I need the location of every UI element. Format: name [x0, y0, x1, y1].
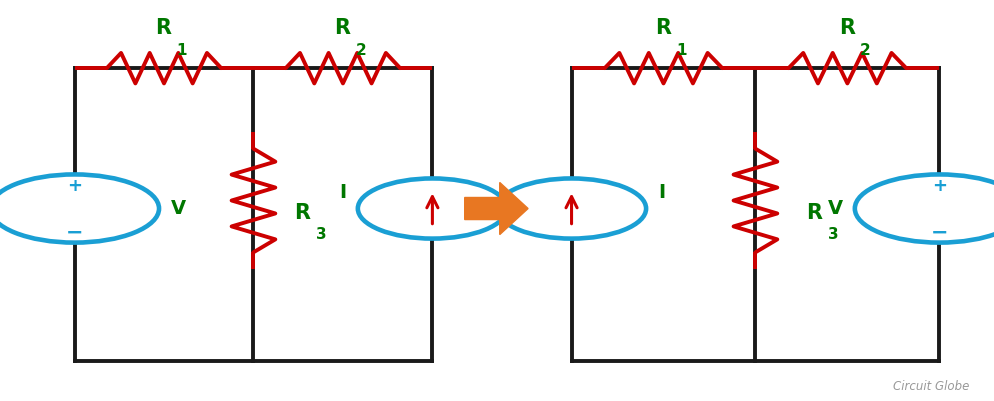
- Text: 2: 2: [356, 43, 366, 58]
- Text: −: −: [930, 223, 948, 242]
- Text: $\mathbf{R}$: $\mathbf{R}$: [155, 18, 173, 38]
- Text: 3: 3: [828, 227, 838, 242]
- Circle shape: [497, 178, 646, 239]
- Text: +: +: [67, 177, 83, 195]
- Text: V: V: [171, 199, 186, 218]
- Text: I: I: [658, 183, 665, 202]
- Text: V: V: [828, 199, 843, 218]
- FancyArrow shape: [465, 182, 528, 235]
- Circle shape: [0, 174, 159, 243]
- Circle shape: [855, 174, 994, 243]
- Text: $\mathbf{R}$: $\mathbf{R}$: [334, 18, 352, 38]
- Text: I: I: [339, 183, 346, 202]
- Text: −: −: [66, 223, 83, 242]
- Text: 1: 1: [676, 43, 687, 58]
- Text: $\mathbf{R}$: $\mathbf{R}$: [294, 203, 312, 223]
- Text: Circuit Globe: Circuit Globe: [893, 380, 969, 393]
- Text: +: +: [931, 177, 947, 195]
- Text: 3: 3: [316, 227, 326, 242]
- Circle shape: [358, 178, 507, 239]
- Text: $\mathbf{R}$: $\mathbf{R}$: [806, 203, 824, 223]
- Text: 2: 2: [860, 43, 871, 58]
- Text: $\mathbf{R}$: $\mathbf{R}$: [839, 18, 856, 38]
- Text: 1: 1: [177, 43, 187, 58]
- Text: $\mathbf{R}$: $\mathbf{R}$: [655, 18, 672, 38]
